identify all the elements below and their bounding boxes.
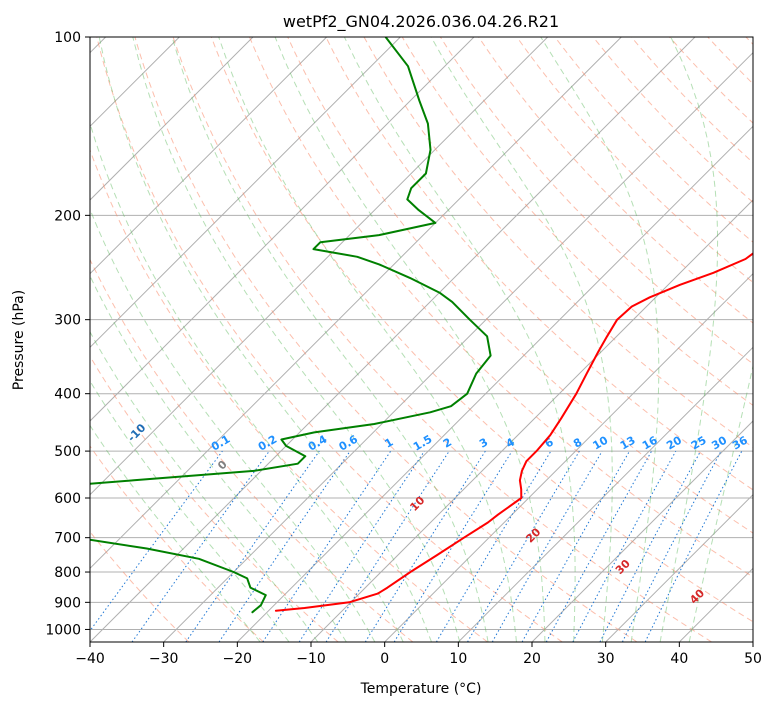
x-tick-label: −20 [223, 651, 253, 667]
isotherm-line [384, 272, 753, 642]
x-tick-label: 40 [670, 651, 688, 667]
y-tick-label: 800 [54, 565, 81, 581]
dry-adiabat-line [210, 37, 753, 623]
isotherm-line [90, 37, 622, 570]
isotherm-line [236, 125, 753, 642]
y-tick-label: 200 [54, 208, 81, 224]
mixing-ratio-line [325, 450, 450, 642]
isotherm-line [90, 37, 696, 642]
dry-adiabat-line [96, 37, 563, 642]
x-tick-label: −30 [149, 651, 179, 667]
y-tick-label: 700 [54, 531, 81, 547]
x-tick-label: 30 [597, 651, 615, 667]
plot-area: 0.10.20.40.611.52346810131620253036-100-… [90, 37, 753, 642]
moist-adiabat-line [90, 330, 319, 642]
moist-adiabat-line [90, 207, 376, 642]
dry-adiabat-line [249, 37, 753, 578]
y-tick-label: 300 [54, 313, 81, 329]
dewpoint-profile [90, 37, 492, 614]
moist-adiabat-line [90, 274, 347, 642]
mixing-ratio-line [467, 450, 580, 642]
moist-adiabat-line [659, 37, 719, 642]
moist-adiabat-line [171, 37, 489, 642]
mixing-ratio-line [435, 450, 552, 642]
y-axis-label: Pressure (hPa) [11, 290, 27, 390]
mixing-ratio-line [218, 450, 351, 642]
y-tick-label: 100 [54, 30, 81, 46]
isotherm-line [531, 420, 753, 642]
y-tick-label: 1000 [45, 622, 81, 638]
moist-adiabat-line [90, 424, 261, 642]
x-tick-label: 20 [523, 651, 541, 667]
isotherm-line [605, 493, 753, 642]
moist-adiabat-line [98, 37, 432, 642]
mixing-ratio-line [521, 450, 630, 642]
x-axis-label: Temperature (°C) [360, 681, 482, 697]
dry-adiabat-line [134, 37, 638, 642]
y-tick-label: 400 [54, 387, 81, 403]
moist-adiabat-line [540, 37, 660, 642]
mixing-ratio-line [364, 450, 486, 642]
dry-adiabat-line [172, 37, 712, 642]
dry-adiabat-line [401, 37, 753, 406]
dry-adiabat-line [90, 445, 264, 642]
isotherm-line [90, 37, 549, 496]
isotherm-line [90, 37, 475, 422]
isotherm-line [90, 37, 328, 275]
mixing-ratio-line [90, 450, 223, 632]
dry-adiabat-line [325, 37, 753, 491]
isotherm-line [457, 346, 753, 642]
mixing-ratio-line [393, 450, 513, 642]
isotherm-line [310, 199, 753, 642]
moist-adiabat-line [218, 37, 517, 642]
x-tick-label: 0 [380, 651, 389, 667]
mixing-ratio-line [491, 450, 603, 642]
mixing-ratio-line [572, 450, 677, 642]
mixing-ratio-line [545, 450, 653, 642]
isotherm-line [90, 37, 254, 201]
moist-adiabat-line [132, 37, 461, 642]
moist-adiabat-line [430, 37, 613, 642]
chart-title: wetPf2_GN04.2026.036.04.26.R21 [283, 12, 559, 32]
y-tick-label: 500 [54, 444, 81, 460]
x-tick-label: −10 [296, 651, 326, 667]
temperature-profile [274, 252, 753, 612]
dry-adiabat-line [592, 37, 753, 204]
dry-adiabat-line [363, 37, 753, 448]
dry-adiabat-line [630, 37, 753, 164]
axes: −40 −30 −20 −10 0 10 20 30 40 50 100 200 300 400 500 60… [45, 30, 762, 667]
x-tick-label: 10 [449, 651, 467, 667]
isotherm-line [163, 51, 753, 642]
mixing-ratio-line [185, 450, 320, 642]
x-tick-label: −40 [75, 651, 105, 667]
moist-adiabat-line [90, 121, 404, 642]
x-tick-label: 50 [744, 651, 762, 667]
y-tick-label: 600 [54, 491, 81, 507]
dry-adiabat-line [287, 37, 753, 534]
dry-adiabat-line [516, 37, 753, 283]
dry-adiabat-line [90, 258, 414, 642]
y-tick-label: 900 [54, 595, 81, 611]
mixing-ratio-line [131, 450, 270, 642]
moist-adiabat-line [90, 380, 290, 642]
moist-adiabat-line [343, 37, 576, 642]
plot-frame [89, 36, 754, 643]
moist-adiabat-line [688, 363, 753, 642]
dry-adiabat-line [478, 37, 753, 324]
